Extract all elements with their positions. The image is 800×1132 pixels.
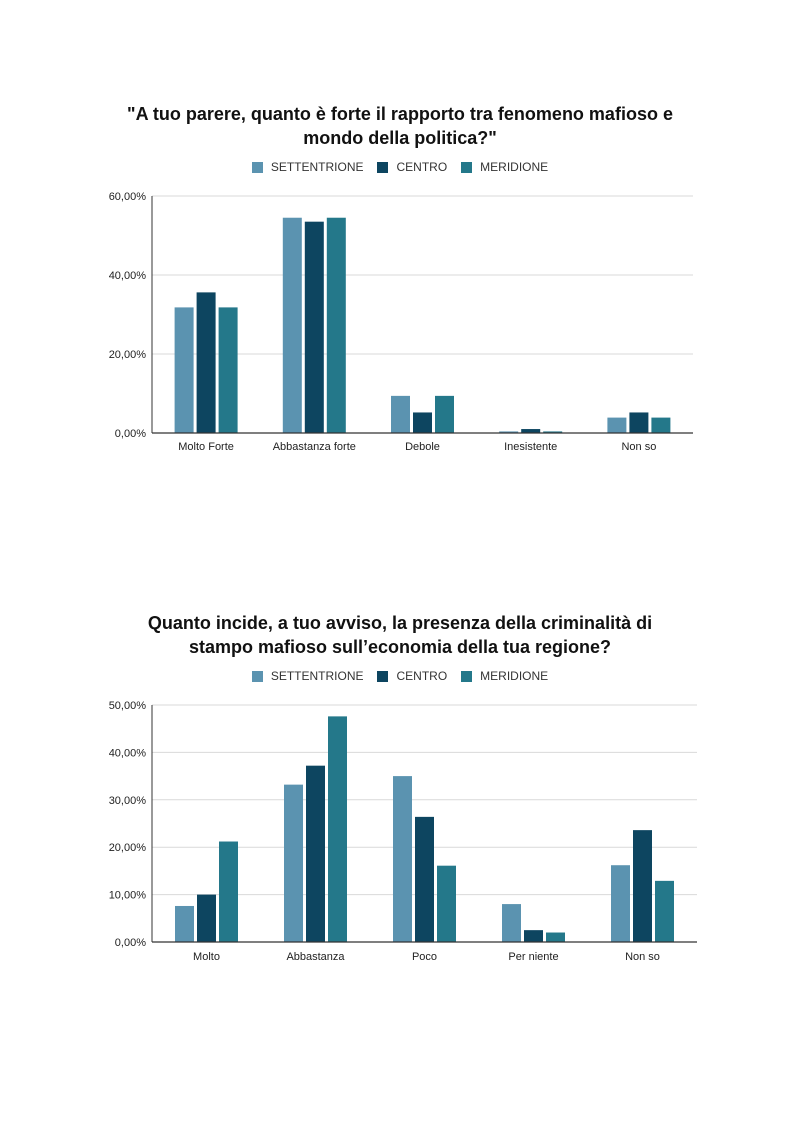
legend-swatch [377,670,389,682]
bar-settentrione [393,776,412,942]
legend-label: CENTRO [396,160,448,174]
bar-settentrione [175,905,194,942]
legend-swatch [251,670,263,682]
chart-1-legend: SETTENTRIONE CENTRO MERIDIONE [0,160,800,174]
legend-item-meridione: MERIDIONE [461,669,548,683]
bar-centro [413,412,432,433]
bar-meridione [546,932,565,942]
bar-centro [521,429,541,433]
y-tick-label: 0,00% [115,428,146,440]
bar-settentrione [282,217,302,433]
legend-label: MERIDIONE [480,669,549,683]
x-tick-label: Molto Forte [178,441,234,453]
bar-meridione [219,841,238,942]
bar-meridione [435,395,454,433]
x-tick-label: Abbastanza [286,951,345,963]
x-tick-label: Debole [405,441,440,453]
bar-meridione [543,431,563,433]
x-tick-label: Molto [193,951,220,963]
y-tick-label: 10,00% [109,890,147,902]
bar-centro [196,292,216,433]
legend-item-settentrione: SETTENTRIONE [251,669,364,683]
bar-meridione [326,217,346,433]
bar-centro [633,830,652,942]
chart-1-title-line1: "A tuo parere, quanto è forte il rapport… [127,104,673,124]
bar-centro [415,816,434,942]
x-tick-label: Inesistente [504,441,557,453]
y-tick-label: 0,00% [115,937,146,949]
bar-meridione [651,417,671,433]
bar-settentrione [499,431,519,433]
bar-settentrione [607,417,627,433]
legend-swatch [377,161,389,173]
x-tick-label: Non so [621,441,656,453]
legend-label: SETTENTRIONE [270,669,364,683]
legend-swatch [461,670,473,682]
bar-centro [304,221,324,433]
chart-2-title: Quanto incide, a tuo avviso, la presenza… [0,611,800,659]
legend-swatch [251,161,263,173]
bar-meridione [328,716,347,942]
x-tick-label: Non so [625,951,660,963]
chart-1-title: "A tuo parere, quanto è forte il rapport… [0,102,800,150]
legend-item-settentrione: SETTENTRIONE [251,160,364,174]
bar-settentrione [502,904,521,942]
chart-2-title-line2: stampo mafioso sull’economia della tua r… [188,637,612,657]
bar-meridione [437,865,456,942]
y-tick-label: 30,00% [109,795,147,807]
bar-meridione [655,880,674,942]
legend-item-centro: CENTRO [377,669,447,683]
bar-centro [629,412,649,433]
chart-2-plot: 0,00% 10,00% 20,00% 30,00% 40,00% 50,00% Molto… [109,700,697,963]
bar-centro [524,930,543,942]
y-tick-label: 40,00% [109,747,147,759]
y-tick-label: 50,00% [109,700,147,712]
y-tick-label: 20,00% [109,349,147,361]
bar-settentrione [391,395,410,433]
bar-settentrione [284,784,303,942]
legend-label: SETTENTRIONE [270,160,364,174]
chart-1-plot: 0,00% 20,00% 40,00% 60,00% Molto Forte Abbast… [109,191,693,453]
legend-item-centro: CENTRO [377,160,447,174]
y-tick-label: 60,00% [109,191,147,203]
x-tick-label: Per niente [508,951,558,963]
bar-centro [197,894,216,942]
bar-settentrione [611,865,630,942]
y-tick-label: 20,00% [109,842,147,854]
chart-1-title-line2: mondo della politica?" [303,128,497,148]
bar-settentrione [174,307,194,433]
legend-label: MERIDIONE [480,160,549,174]
bar-centro [306,765,325,942]
chart-2-title-line1: Quanto incide, a tuo avviso, la presenza… [147,613,653,633]
x-tick-label: Abbastanza forte [273,441,356,453]
bar-meridione [218,307,238,433]
legend-label: CENTRO [396,669,448,683]
y-tick-label: 40,00% [109,270,147,282]
x-tick-label: Poco [412,951,437,963]
legend-swatch [461,161,473,173]
chart-2-legend: SETTENTRIONE CENTRO MERIDIONE [0,669,800,683]
legend-item-meridione: MERIDIONE [461,160,548,174]
